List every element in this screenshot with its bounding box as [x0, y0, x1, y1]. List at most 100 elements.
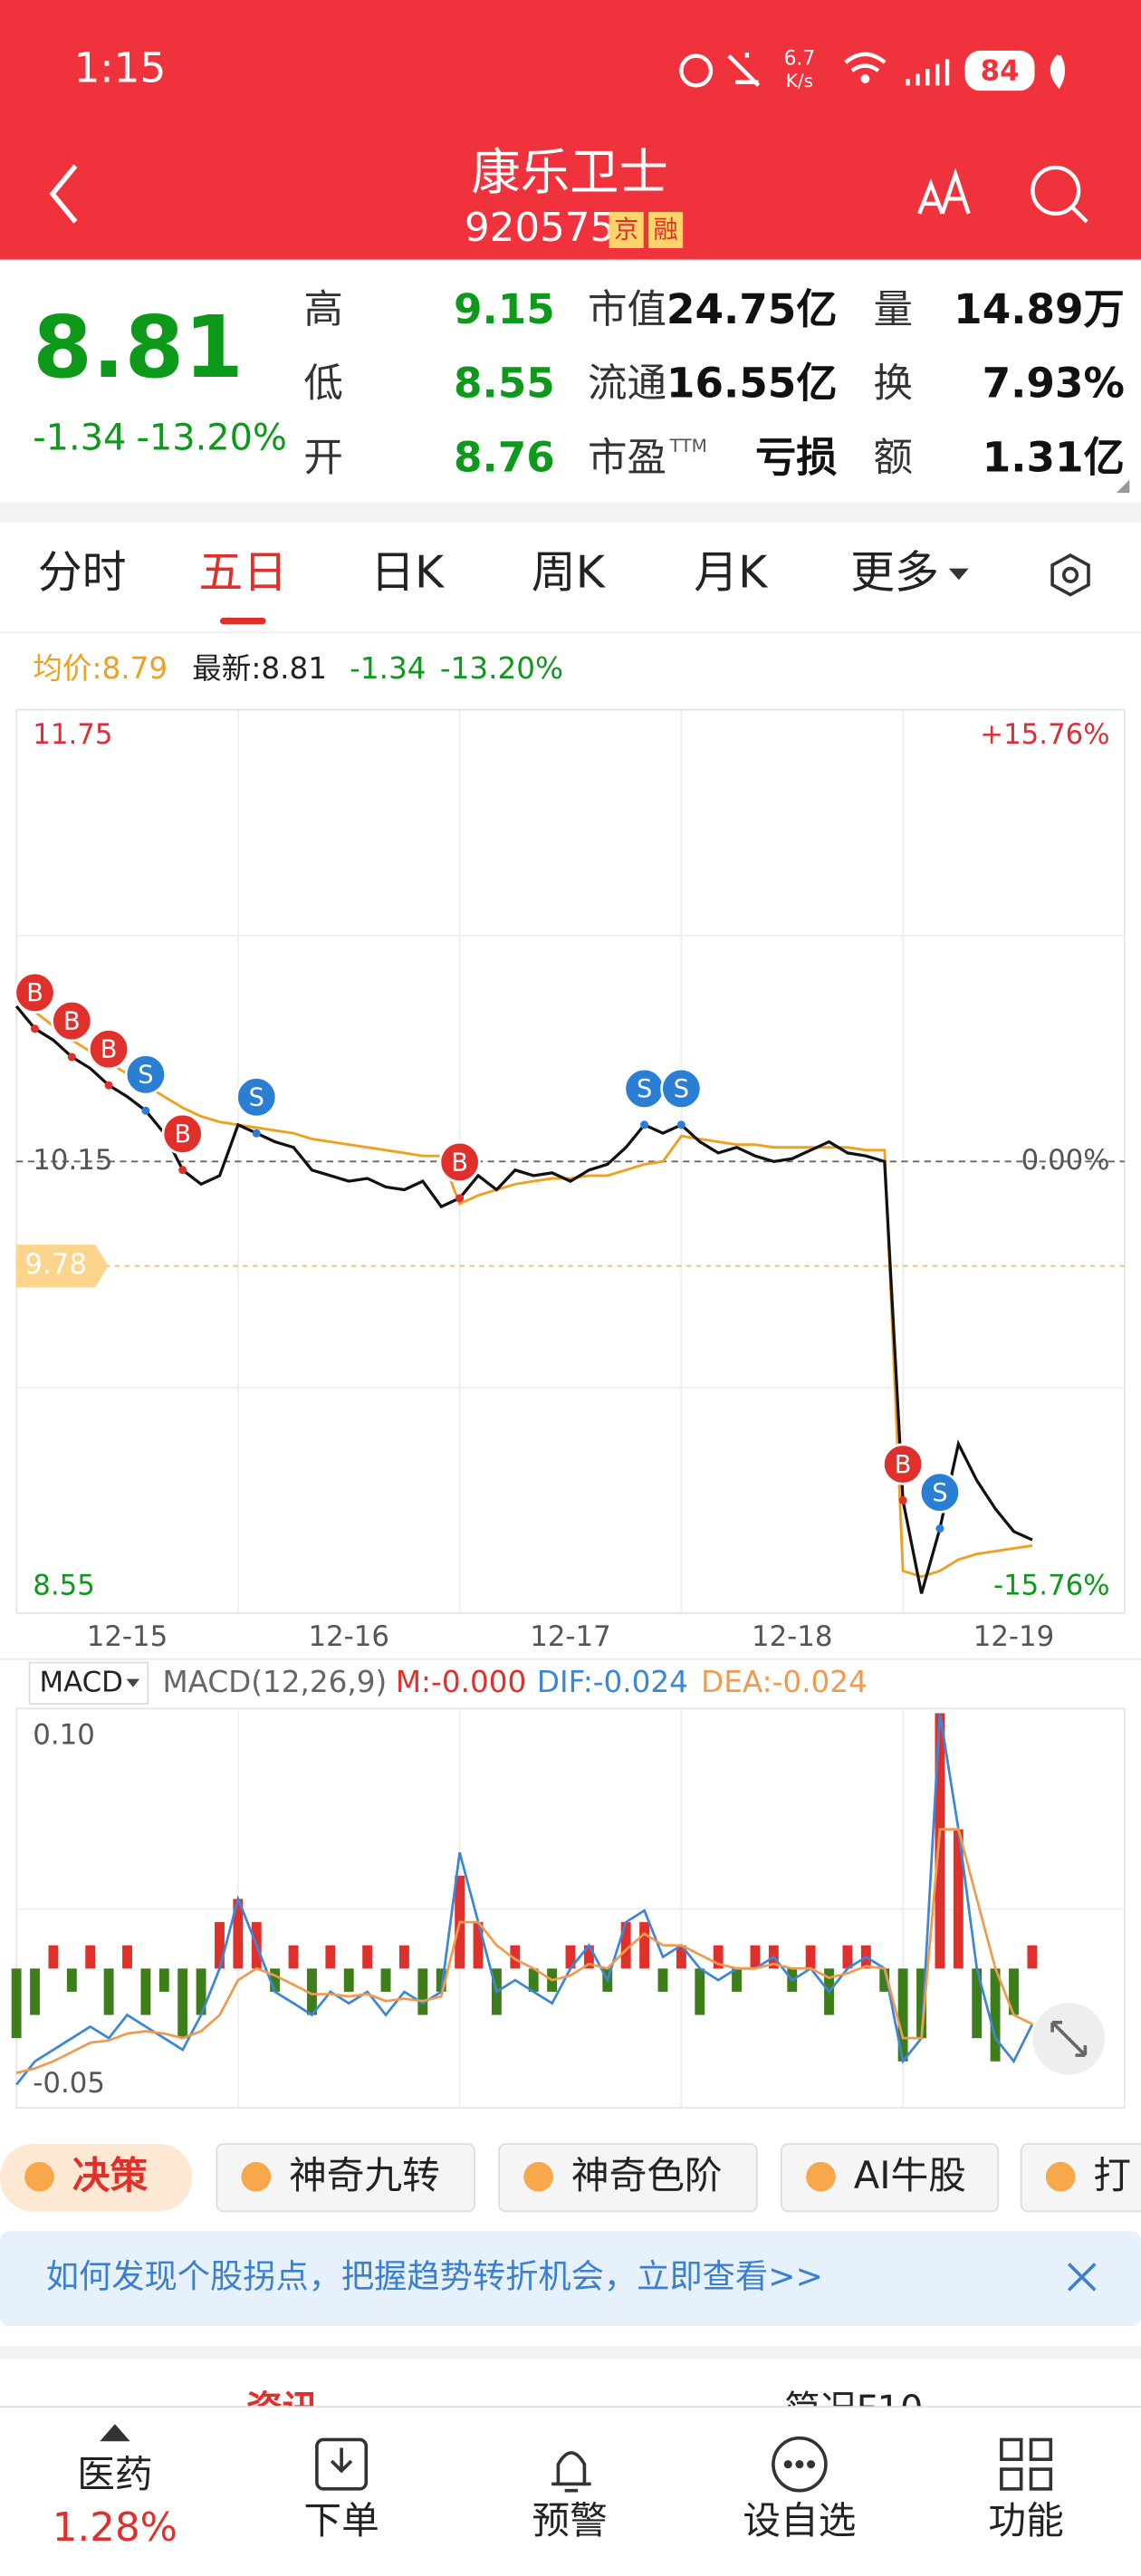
- stat-value: 8.55: [454, 360, 555, 408]
- nav-label[interactable]: 功能: [988, 2498, 1063, 2542]
- macd-bar: [140, 1968, 151, 2015]
- tab[interactable]: 分时: [38, 546, 127, 598]
- macd-bar: [177, 1968, 188, 2039]
- stat-label-sup: TTM: [669, 435, 707, 457]
- banner-close[interactable]: [1067, 2263, 1097, 2292]
- macd-bar: [233, 1898, 244, 1969]
- trade-dot: [252, 1129, 261, 1138]
- stock-title: 康乐卫士: [471, 144, 668, 201]
- trade-label: S: [932, 1479, 947, 1507]
- y-tick-label-right: +15.76%: [980, 718, 1109, 751]
- chip-bg[interactable]: [1020, 2143, 1141, 2213]
- macd-dif: DIF:-0.024: [537, 1665, 688, 1699]
- macd-selector[interactable]: MACD: [40, 1667, 123, 1699]
- macd-bar: [565, 1945, 576, 1969]
- nav-label[interactable]: 设自选: [743, 2498, 856, 2542]
- macd-bar: [750, 1945, 761, 1969]
- trade-marker: [438, 1140, 481, 1184]
- macd-name: MACD(12,26,9): [162, 1665, 387, 1699]
- tag-bg: [648, 211, 684, 248]
- tab[interactable]: 日K: [370, 546, 446, 598]
- macd-bar: [288, 1945, 299, 1969]
- trade-dot: [455, 1194, 465, 1203]
- macd-bar: [417, 1968, 428, 2015]
- y-tick-label: 11.75: [33, 718, 112, 751]
- stat-value: 14.89万: [954, 285, 1125, 333]
- bottom-nav: 医药 1.28% 下单 预警 设自选 功能: [53, 2452, 1064, 2551]
- tab[interactable]: 五日: [198, 546, 287, 598]
- stats: 高 9.15 市值 24.75亿量 14.89万低 8.55 流通 16.55亿换 7.93% 开…: [303, 285, 1124, 481]
- tab-underline: [219, 617, 266, 625]
- stat-value: 24.75亿: [666, 285, 838, 333]
- trade-dot: [141, 1106, 150, 1115]
- chip-bg[interactable]: [0, 2143, 193, 2212]
- banner-text[interactable]: 如何发现个股拐点，把握趋势转折机会，立即查看>>: [46, 2257, 823, 2296]
- tab[interactable]: 周K: [532, 546, 607, 598]
- macd-bar: [158, 1968, 169, 1992]
- chip[interactable]: 神奇九转: [289, 2153, 440, 2197]
- trade-marker: [918, 1471, 962, 1514]
- trade-dot: [640, 1120, 649, 1129]
- macd-dea: DEA:-0.024: [701, 1665, 868, 1699]
- macd-bar: [48, 1945, 59, 1969]
- macd-bar: [528, 1968, 539, 1992]
- chip-bg[interactable]: [216, 2143, 475, 2213]
- stat-value: 亏损: [755, 433, 838, 481]
- trade-label: B: [26, 979, 43, 1007]
- stat-value: 8.76: [454, 433, 555, 481]
- dif-line: [15, 1713, 1034, 2086]
- macd-bar: [196, 1968, 206, 2015]
- macd-bar: [85, 1945, 96, 1969]
- y-tick-label-right: -15.76%: [993, 1570, 1110, 1602]
- battery-level: 84: [981, 54, 1020, 87]
- cost-label: 9.78: [24, 1248, 87, 1281]
- macd-selector-box[interactable]: [28, 1661, 149, 1705]
- trade-label: S: [674, 1075, 689, 1103]
- nav-label[interactable]: 预警: [532, 2498, 607, 2542]
- trade-label: B: [63, 1007, 81, 1035]
- chip-icon: [24, 2161, 54, 2192]
- chip[interactable]: 打: [1093, 2153, 1131, 2197]
- stat-value: 1.31亿: [983, 433, 1125, 481]
- macd-bar: [990, 1968, 1001, 2062]
- tag: 融: [654, 216, 678, 244]
- price-line: [14, 1004, 1033, 1594]
- tab[interactable]: 月K: [694, 546, 769, 598]
- trade-marker: [14, 971, 56, 1014]
- macd-bar: [436, 1968, 446, 1992]
- trade-marker: [660, 1067, 703, 1110]
- settings-icon[interactable]: [1050, 553, 1090, 597]
- y-tick-label: 0.10: [33, 1719, 95, 1752]
- y-tick-label: -0.05: [33, 2067, 105, 2100]
- macd-bar: [620, 1922, 631, 1969]
- stock-code: 920575: [465, 206, 615, 251]
- back-button[interactable]: [49, 164, 78, 224]
- macd-m: M:-0.000: [396, 1665, 526, 1699]
- macd-bar: [842, 1945, 853, 1969]
- chip[interactable]: 决策: [72, 2153, 149, 2197]
- change-pct: -13.20%: [136, 418, 286, 459]
- macd-bar: [362, 1945, 373, 1969]
- toolbar-icons[interactable]: [917, 165, 1088, 224]
- chip[interactable]: AI牛股: [854, 2153, 966, 2197]
- trade-label: S: [249, 1084, 264, 1112]
- nav-icons: [100, 2424, 1053, 2493]
- stat-value: 9.15: [454, 285, 555, 333]
- nav-sub: 1.28%: [53, 2505, 177, 2551]
- nav-label[interactable]: 医药: [77, 2452, 152, 2496]
- x-tick-label: 12-18: [752, 1620, 833, 1653]
- trade-dot: [898, 1495, 907, 1504]
- header-bg: [0, 0, 1141, 260]
- chip-bg[interactable]: [498, 2143, 758, 2213]
- dea-line: [15, 1828, 1033, 2074]
- trade-label: S: [138, 1062, 153, 1090]
- tab[interactable]: 更多: [850, 546, 939, 598]
- chip-icon: [523, 2161, 553, 2192]
- nav-label[interactable]: 下单: [303, 2498, 379, 2542]
- macd-bar: [713, 1945, 724, 1969]
- macd-bar: [805, 1945, 816, 1969]
- chip-bg[interactable]: [781, 2143, 1000, 2213]
- trade-dot: [676, 1120, 686, 1129]
- chip[interactable]: 神奇色阶: [571, 2153, 723, 2197]
